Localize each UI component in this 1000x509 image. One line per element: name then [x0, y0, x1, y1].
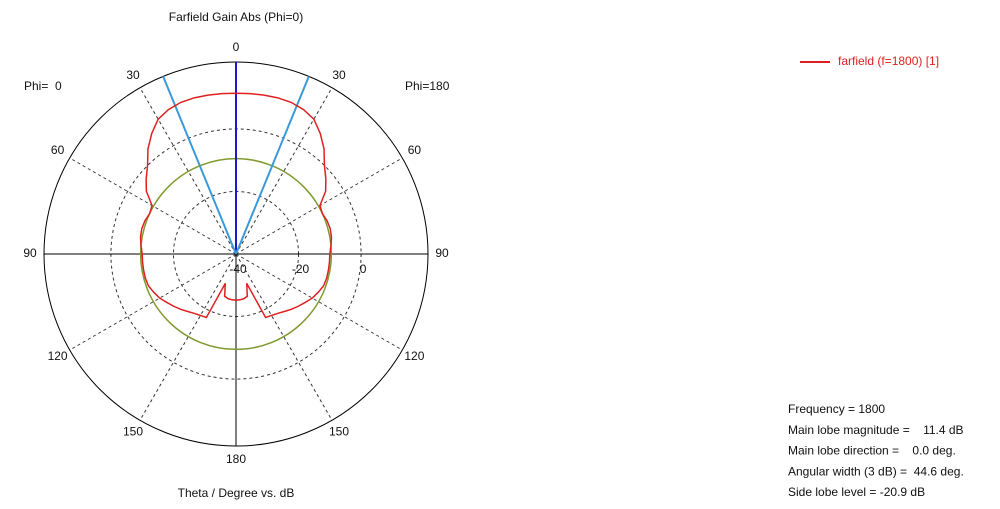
angle-tick-label: 150	[123, 425, 143, 439]
phi-label: Phi=180	[405, 79, 450, 93]
angle-tick-label: 90	[435, 246, 449, 260]
angle-tick-label: 0	[233, 40, 240, 54]
direction-line	[235, 75, 310, 255]
info-line: Main lobe direction = 0.0 deg.	[788, 444, 956, 458]
info-line: Angular width (3 dB) = 44.6 deg.	[788, 464, 964, 478]
info-line: Frequency = 1800	[788, 402, 885, 416]
r-tick-label: -40	[229, 262, 247, 276]
r-tick-label: -20	[292, 262, 310, 276]
angle-tick-label: 120	[404, 349, 424, 363]
r-tick-label: 0	[360, 262, 367, 276]
direction-line	[162, 75, 237, 255]
angle-tick-label: 150	[329, 425, 349, 439]
info-line: Main lobe magnitude = 11.4 dB	[788, 423, 964, 437]
angle-tick-label: 180	[226, 452, 246, 466]
angle-tick-label: 60	[51, 143, 65, 157]
series-line	[139, 92, 333, 319]
angle-tick-label: 60	[408, 143, 422, 157]
angle-tick-label: 30	[126, 68, 140, 82]
angle-tick-label: 30	[332, 68, 346, 82]
legend-label: farfield (f=1800) [1]	[838, 54, 939, 68]
axis-label: Theta / Degree vs. dB	[178, 486, 295, 500]
angle-tick-label: 90	[23, 246, 37, 260]
angle-tick-label: 120	[48, 349, 68, 363]
info-line: Side lobe level = -20.9 dB	[788, 485, 925, 499]
chart-title: Farfield Gain Abs (Phi=0)	[169, 10, 303, 24]
phi-label: Phi= 0	[24, 79, 62, 93]
